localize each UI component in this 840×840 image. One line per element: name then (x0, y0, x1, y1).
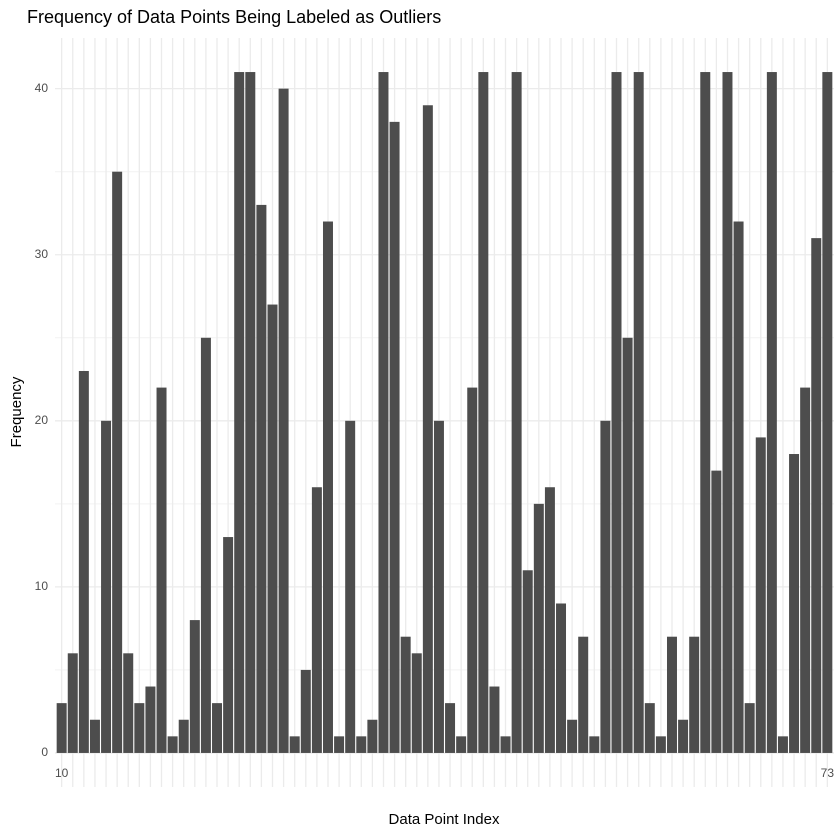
bar (544, 487, 555, 753)
bar (311, 487, 322, 753)
bar (189, 620, 200, 753)
y-axis-label: Frequency (8, 376, 25, 447)
bar (67, 653, 78, 753)
bar (522, 570, 533, 753)
bar (822, 72, 833, 753)
bar (245, 72, 256, 753)
bar (89, 719, 100, 753)
bar (112, 171, 123, 753)
bar (289, 736, 300, 753)
bar (445, 703, 456, 753)
bar (334, 736, 345, 753)
bar (467, 387, 478, 753)
bar (212, 703, 223, 753)
bar (644, 703, 655, 753)
bar (777, 736, 788, 753)
bar (578, 636, 589, 753)
bar (766, 72, 777, 753)
x-axis-label: Data Point Index (389, 811, 500, 828)
bar (134, 703, 145, 753)
bar (556, 603, 567, 753)
bar (456, 736, 467, 753)
bar (567, 719, 578, 753)
bar (145, 686, 156, 753)
bar (433, 420, 444, 753)
bar (378, 72, 389, 753)
bar (800, 387, 811, 753)
bar (633, 72, 644, 753)
bar (234, 72, 245, 753)
bar (489, 686, 500, 753)
y-tick-label: 10 (35, 579, 49, 593)
bar (744, 703, 755, 753)
bar (345, 420, 356, 753)
bar (400, 636, 411, 753)
bar (101, 420, 112, 753)
y-tick-label: 40 (35, 81, 49, 95)
bar (178, 719, 189, 753)
bar (533, 503, 544, 753)
bar (367, 719, 378, 753)
bar (200, 337, 211, 753)
bar (411, 653, 422, 753)
bar (167, 736, 178, 753)
y-tick-label: 20 (35, 413, 49, 427)
bar (56, 703, 67, 753)
bar (322, 221, 333, 753)
bar (223, 537, 234, 753)
bar (666, 636, 677, 753)
bar (356, 736, 367, 753)
bar (156, 387, 167, 753)
bar (256, 204, 267, 753)
bar (722, 72, 733, 753)
y-tick-label: 0 (41, 745, 48, 759)
bar (478, 72, 489, 753)
bar (589, 736, 600, 753)
bar (622, 337, 633, 753)
bar (789, 454, 800, 753)
chart-title: Frequency of Data Points Being Labeled a… (27, 7, 441, 27)
bar (700, 72, 711, 753)
bar (811, 238, 822, 753)
bar (511, 72, 522, 753)
bar (600, 420, 611, 753)
bar (711, 470, 722, 753)
bar (611, 72, 622, 753)
bar (733, 221, 744, 753)
bar (389, 121, 400, 753)
bar (655, 736, 666, 753)
bar (755, 437, 766, 753)
x-tick-label: 73 (821, 766, 835, 780)
bar (500, 736, 511, 753)
bar (78, 370, 89, 753)
bar (278, 88, 289, 753)
bar (678, 719, 689, 753)
y-tick-label: 30 (35, 247, 49, 261)
bar (422, 105, 433, 753)
bar (300, 669, 311, 753)
bar (689, 636, 700, 753)
bar (123, 653, 134, 753)
bar (267, 304, 278, 753)
x-tick-label: 10 (55, 766, 69, 780)
